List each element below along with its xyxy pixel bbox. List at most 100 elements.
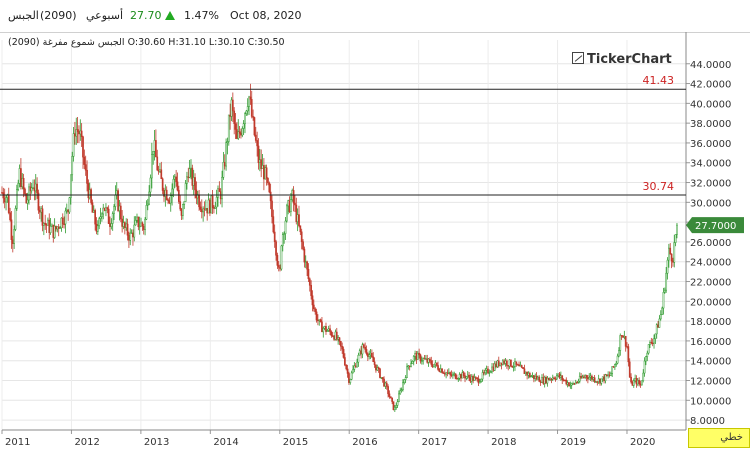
candle-body	[447, 372, 450, 374]
candle-body	[456, 378, 458, 380]
candle-body	[179, 201, 182, 210]
candle-body	[423, 358, 426, 360]
candle-body	[254, 134, 257, 141]
candle-body	[665, 272, 668, 291]
candle-body	[245, 110, 248, 114]
candle-body	[651, 342, 654, 345]
candle-body	[207, 199, 210, 214]
candle-body	[596, 381, 599, 383]
candle-body	[294, 202, 296, 206]
candle-body	[184, 183, 187, 202]
candle-body	[186, 176, 188, 184]
candle-body	[192, 177, 195, 186]
candle-body	[275, 241, 277, 256]
candle-body	[616, 355, 619, 364]
candle-body	[252, 116, 254, 118]
candle-body	[480, 378, 483, 382]
candle-body	[7, 194, 10, 213]
candle-body	[344, 357, 346, 366]
candle-body	[584, 375, 587, 378]
candle-body	[237, 131, 240, 139]
candle-body	[554, 378, 557, 380]
candle-body	[163, 190, 165, 197]
candle-body	[360, 350, 362, 355]
candle-body	[449, 372, 452, 375]
candle-body	[669, 247, 672, 255]
candle-body	[83, 156, 86, 165]
candle-body	[361, 344, 364, 355]
periodicity-selector[interactable]: خطي	[688, 428, 750, 448]
candle-body	[107, 208, 110, 224]
candle-body	[452, 373, 454, 377]
quote-date: Oct 08, 2020	[230, 9, 302, 22]
candle-body	[326, 330, 329, 332]
candle-body	[530, 375, 533, 378]
candle-body	[403, 379, 406, 384]
candle-body	[146, 203, 149, 206]
candle-body	[624, 336, 627, 347]
candle-body	[592, 377, 595, 380]
y-tick-label: 20.0000	[690, 297, 731, 308]
candle-body	[653, 338, 655, 344]
candle-body	[564, 379, 566, 381]
candle-body	[500, 362, 503, 365]
candle-body	[562, 379, 565, 381]
candle-body	[408, 365, 411, 367]
candle-body	[321, 321, 323, 333]
candle-body	[244, 113, 246, 125]
candle-body	[71, 156, 74, 176]
candle-body	[257, 145, 260, 163]
candle-body	[508, 359, 511, 367]
candle-body	[605, 374, 608, 377]
candle-body	[15, 189, 18, 209]
candle-body	[102, 207, 105, 215]
candle-body	[501, 360, 504, 365]
candle-body	[21, 177, 24, 188]
candle-body	[84, 164, 87, 171]
candle-body	[253, 117, 256, 136]
candle-body	[315, 311, 318, 321]
candlestick-chart[interactable]: 8.0000 10.0000 12.0000 14.0000 16.0000 18.000…	[0, 32, 750, 451]
candle-body	[169, 195, 172, 204]
candle-body	[526, 371, 528, 376]
candle-body	[626, 346, 628, 348]
candle-body	[538, 376, 541, 382]
candle-body	[206, 208, 209, 214]
candle-body	[542, 377, 545, 384]
last-price: 27.70	[130, 9, 162, 22]
candle-body	[487, 368, 489, 374]
candle-body	[157, 169, 160, 172]
candle-body	[9, 212, 11, 221]
candle-body	[65, 209, 68, 212]
up-arrow-icon	[165, 11, 175, 20]
candle-body	[588, 377, 591, 380]
candle-body	[322, 328, 325, 333]
candle-body	[260, 159, 263, 169]
candle-body	[268, 182, 271, 193]
candle-body	[418, 352, 420, 356]
candle-body	[527, 372, 530, 376]
candle-body	[306, 261, 308, 270]
candle-body	[238, 131, 241, 134]
candle-body	[57, 226, 60, 229]
candle-body	[642, 372, 645, 381]
candle-body	[110, 223, 113, 227]
candle-body	[389, 396, 392, 399]
candle-body	[288, 200, 291, 213]
y-tick-label: 22.0000	[690, 278, 731, 289]
candle-body	[263, 165, 265, 180]
candle-body	[611, 366, 614, 374]
x-tick-label: 2017	[422, 437, 447, 448]
candle-body	[28, 186, 30, 201]
candle-body	[51, 224, 53, 227]
candle-body	[37, 192, 40, 211]
candle-body	[325, 326, 327, 332]
x-tick-label: 2015	[283, 437, 308, 448]
candle-body	[472, 376, 474, 381]
candle-body	[406, 366, 408, 378]
candle-body	[234, 123, 237, 130]
candle-body	[3, 197, 6, 203]
candle-body	[352, 369, 354, 374]
candle-body	[565, 379, 568, 385]
candle-body	[519, 365, 522, 367]
